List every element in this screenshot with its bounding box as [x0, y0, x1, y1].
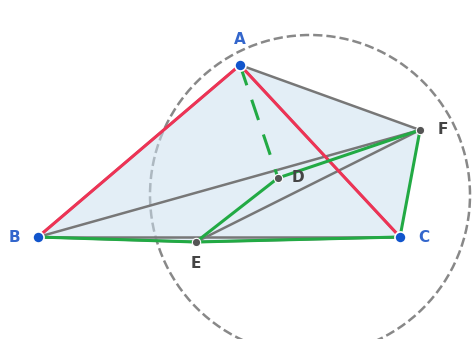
Polygon shape	[38, 65, 420, 242]
Text: A: A	[234, 32, 246, 47]
Text: B: B	[9, 230, 20, 244]
Text: D: D	[292, 170, 305, 185]
Text: E: E	[191, 256, 201, 271]
Text: C: C	[418, 230, 429, 244]
Text: F: F	[438, 122, 448, 138]
